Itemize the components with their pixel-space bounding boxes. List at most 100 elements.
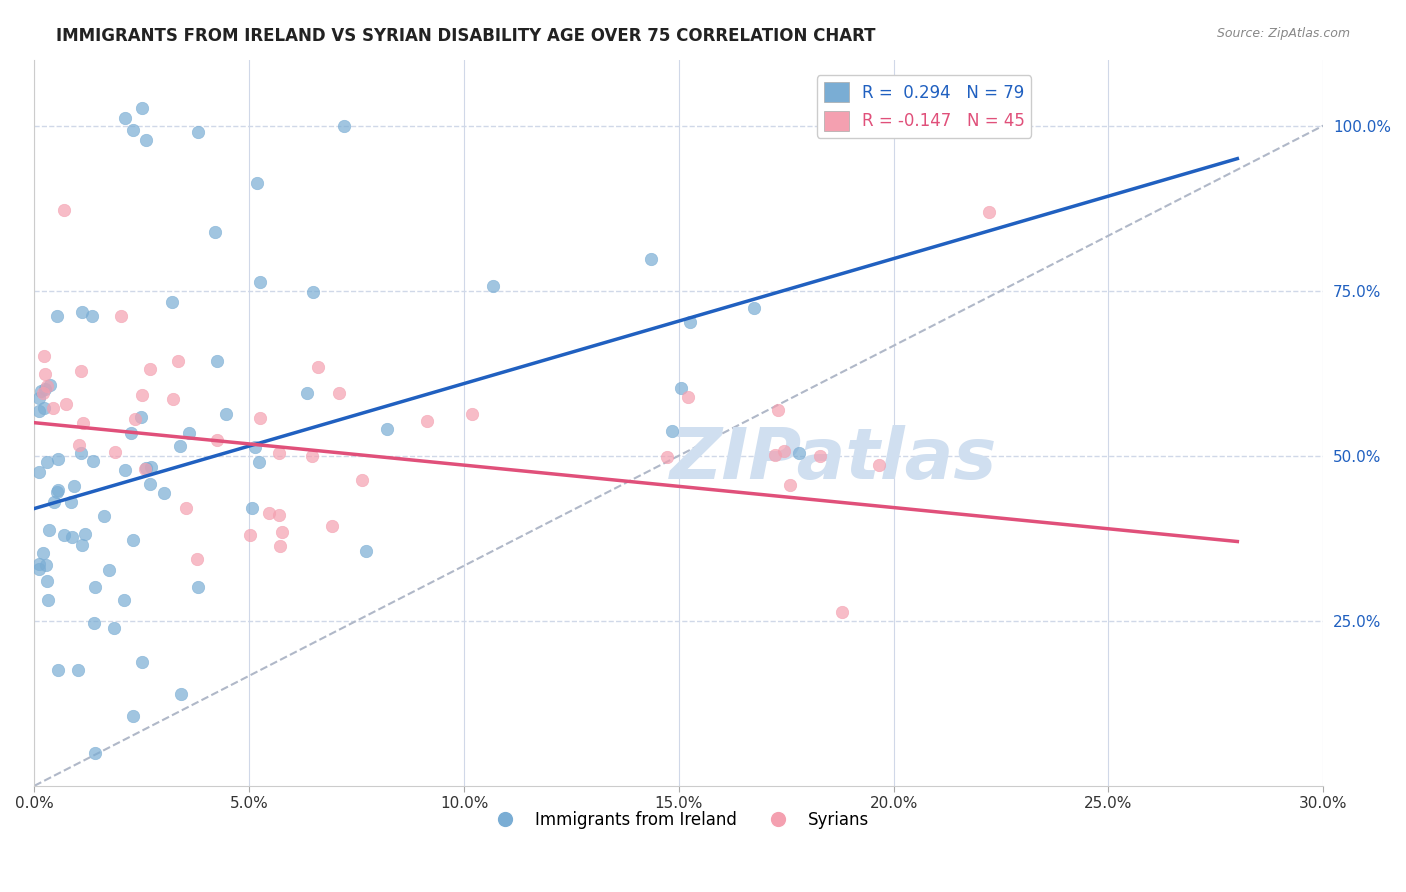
Point (59, 495, 82, 509)
Point (70, 538, 93, 552)
Point (28, 392, 51, 406)
Point (46, 451, 69, 466)
Point (72, 416, 94, 430)
Point (37, 593, 59, 607)
Point (35, 558, 58, 572)
Point (55, 397, 77, 411)
Point (177, 425, 200, 440)
Point (307, 360, 329, 375)
Point (104, 444, 127, 458)
Point (831, 605, 853, 619)
Point (787, 446, 810, 460)
Point (67, 438, 90, 452)
Point (186, 551, 208, 566)
Point (204, 225, 226, 239)
Point (28, 465, 51, 479)
Point (34, 383, 56, 397)
Point (482, 278, 505, 293)
Text: IMMIGRANTS FROM IRELAND VS SYRIAN DISABILITY AGE OVER 75 CORRELATION CHART: IMMIGRANTS FROM IRELAND VS SYRIAN DISABI… (56, 27, 876, 45)
Point (169, 439, 191, 453)
Point (640, 252, 662, 267)
Point (669, 381, 692, 395)
Point (42, 401, 65, 415)
Point (45, 309, 67, 323)
Point (868, 458, 890, 473)
Point (187, 125, 209, 139)
Point (131, 655, 153, 669)
Point (135, 133, 157, 147)
Point (84, 746, 107, 760)
Point (246, 177, 269, 191)
Point (249, 455, 271, 469)
Text: Source: ZipAtlas.com: Source: ZipAtlas.com (1216, 27, 1350, 40)
Point (249, 275, 271, 289)
Point (82, 309, 104, 323)
Point (352, 473, 374, 487)
Point (131, 388, 153, 402)
Point (295, 386, 318, 401)
Point (124, 412, 146, 426)
Point (139, 361, 162, 376)
Point (31, 546, 53, 560)
Point (34, 367, 56, 381)
Point (70, 445, 93, 459)
Point (38, 524, 60, 538)
Point (979, 204, 1001, 219)
Point (160, 294, 183, 309)
Point (162, 392, 184, 406)
Point (170, 687, 193, 701)
Point (240, 501, 263, 516)
Point (354, 544, 377, 558)
Point (134, 462, 156, 476)
Point (62, 479, 84, 493)
Point (141, 460, 163, 475)
Point (72, 305, 94, 319)
Point (377, 422, 399, 436)
Point (249, 411, 271, 425)
Point (32, 401, 55, 415)
Point (28, 558, 51, 572)
Point (120, 425, 142, 440)
Point (69, 364, 91, 378)
Point (655, 450, 678, 464)
Point (32, 349, 55, 363)
Point (763, 448, 786, 462)
Point (271, 524, 294, 539)
Point (122, 709, 145, 723)
Point (187, 580, 209, 594)
Point (83, 580, 105, 594)
Point (215, 407, 238, 421)
Point (32, 386, 55, 401)
Point (48, 663, 70, 677)
Point (302, 285, 325, 299)
Point (135, 461, 157, 475)
Point (38, 377, 60, 392)
Point (122, 533, 145, 547)
Point (37, 574, 59, 589)
Point (153, 486, 176, 500)
Point (37, 455, 59, 469)
Point (742, 301, 765, 315)
Point (114, 111, 136, 125)
Point (112, 593, 135, 607)
Point (257, 506, 280, 520)
Point (60, 530, 83, 544)
Point (53, 203, 76, 218)
Legend: Immigrants from Ireland, Syrians: Immigrants from Ireland, Syrians (481, 805, 876, 836)
Point (37, 379, 59, 393)
Point (333, 119, 356, 133)
Point (661, 424, 683, 438)
Point (97, 563, 120, 577)
Point (110, 309, 132, 323)
Point (461, 408, 484, 422)
Point (772, 444, 794, 458)
Point (83, 615, 105, 630)
Point (243, 441, 266, 455)
Point (67, 663, 90, 677)
Point (129, 409, 152, 424)
Point (28, 403, 51, 417)
Point (167, 354, 190, 368)
Point (122, 123, 145, 137)
Point (46, 483, 69, 498)
Point (267, 445, 290, 459)
